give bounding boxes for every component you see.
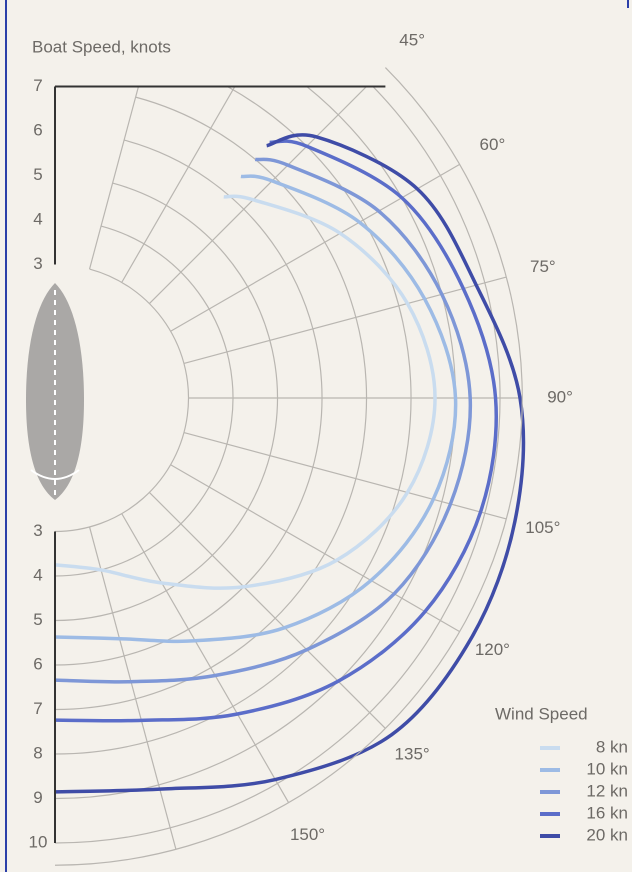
legend-title: Wind Speed [495, 704, 588, 723]
radial-line [88, 87, 139, 270]
radial-line [148, 491, 386, 729]
r-tick-label: 5 [33, 610, 42, 629]
r-tick-label: 9 [33, 788, 42, 807]
chart-title: Boat Speed, knots [32, 37, 171, 56]
series-line [54, 139, 498, 723]
series-line [54, 133, 526, 794]
grid-arc [55, 182, 279, 622]
r-tick-label: 3 [33, 254, 42, 273]
angle-label: 90° [547, 387, 573, 406]
radial-line [121, 87, 236, 283]
r-tick-label: 8 [33, 743, 42, 762]
radial-line [170, 464, 460, 633]
r-tick-label: 3 [33, 521, 42, 540]
outer-arc [54, 67, 523, 866]
r-tick-label: 4 [33, 209, 42, 228]
legend-label: 16 kn [586, 803, 628, 822]
angle-label: 105° [525, 518, 560, 537]
series-line [54, 174, 458, 644]
legend-label: 20 kn [586, 825, 628, 844]
r-tick-label: 10 [29, 832, 48, 851]
boat-stern [30, 469, 80, 480]
r-tick-label: 6 [33, 120, 42, 139]
angle-label: 60° [480, 135, 506, 154]
radial-line [148, 87, 367, 305]
angle-label: 75° [530, 257, 556, 276]
plot [54, 133, 526, 794]
series-line [54, 157, 473, 684]
legend-label: 10 kn [586, 759, 628, 778]
angle-label: 120° [475, 640, 510, 659]
r-tick-label: 4 [33, 565, 42, 584]
grid-arc [55, 225, 234, 577]
series-line [54, 194, 437, 590]
r-tick-label: 5 [33, 165, 42, 184]
legend-label: 8 kn [596, 737, 628, 756]
r-tick-label: 7 [33, 699, 42, 718]
grid-arc [55, 87, 457, 800]
radial-line [183, 431, 507, 520]
r-tick-label: 7 [33, 76, 42, 95]
radial-line [170, 163, 460, 332]
radial-line [88, 526, 177, 850]
grid-arc [55, 87, 501, 844]
angle-label: 45° [399, 30, 425, 49]
legend-label: 12 kn [586, 781, 628, 800]
angle-label: 150° [290, 825, 325, 844]
r-tick-label: 6 [33, 654, 42, 673]
radial-line [183, 276, 507, 365]
grid-arc [55, 268, 190, 533]
radial-line [121, 513, 290, 803]
angle-label: 135° [395, 745, 430, 764]
